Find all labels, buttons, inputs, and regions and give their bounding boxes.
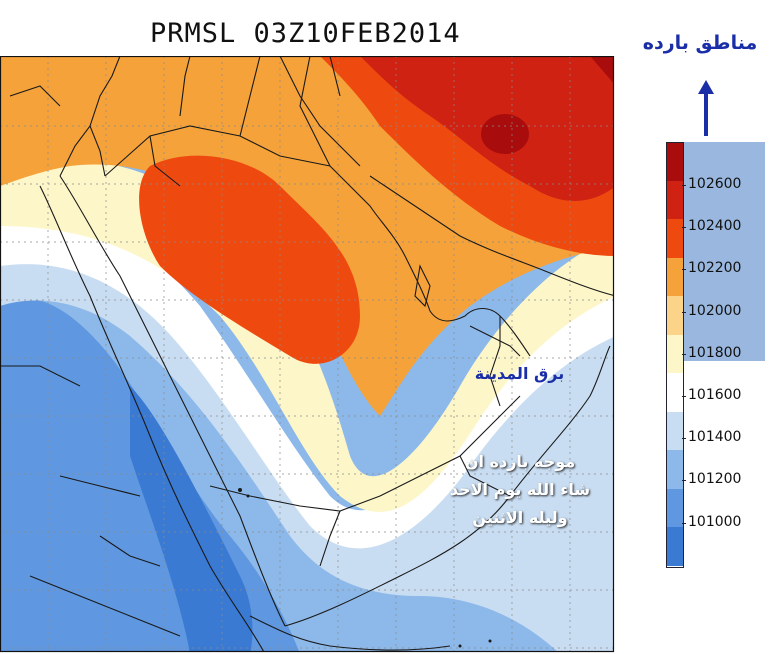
colorbar-swatch: [666, 527, 684, 566]
country-borders: [0, 56, 614, 652]
colorbar-tick-mark: [682, 185, 686, 186]
colorbar: [666, 142, 684, 566]
colorbar-tick-label: 101800: [688, 344, 742, 361]
pressure-band-102400: [139, 155, 360, 364]
colorbar-tick-label: 101600: [688, 387, 742, 403]
colorbar-swatch: [666, 334, 684, 374]
up-arrow-icon: [698, 80, 714, 136]
map-frame: [0, 56, 615, 653]
colorbar-swatch: [666, 142, 684, 181]
colorbar-swatch: [666, 257, 684, 297]
colorbar-tick-mark: [682, 269, 686, 271]
cold-wave-annotation-line1: موجه بارده ان: [464, 452, 576, 471]
pressure-band-101800: [0, 210, 614, 549]
colorbar-tick-mark: [682, 227, 686, 229]
colorbar-swatch: [666, 488, 684, 528]
colorbar-tick-mark: [682, 522, 686, 524]
colorbar-frame: [666, 142, 684, 568]
colorbar-tick-label: 102600: [688, 176, 742, 192]
colorbar-swatch: [666, 180, 684, 220]
colorbar-tick-label: 101400: [688, 429, 742, 446]
colorbar-tick-mark: [682, 311, 686, 313]
colorbar-highlight: [684, 142, 765, 361]
pressure-map: [0, 56, 615, 653]
colorbar-swatch: [666, 296, 684, 335]
colorbar-tick-label: 101200: [688, 471, 742, 488]
colorbar-tick-mark: [682, 438, 686, 440]
colorbar-swatch: [666, 373, 684, 412]
islands: [238, 488, 492, 648]
colorbar-swatch: [666, 450, 684, 489]
lat-lon-grid: [0, 56, 614, 652]
lightning-annotation: برق المدينة: [474, 364, 565, 383]
colorbar-tick-mark: [682, 396, 686, 397]
map-title: PRMSL 03Z10FEB2014: [150, 18, 461, 49]
colorbar-tick-mark: [682, 480, 686, 482]
colorbar-swatch: [666, 411, 684, 451]
colorbar-tick-label: 102000: [688, 302, 742, 319]
cold-areas-label: مناطق بارده: [642, 32, 758, 54]
colorbar-tick-mark: [682, 353, 686, 355]
pressure-high-center: [481, 114, 529, 154]
colorbar-tick-label: 102400: [688, 218, 742, 235]
cold-wave-annotation-line2: شاء الله يوم الاحد: [449, 480, 591, 499]
colorbar-tick-label: 101000: [688, 513, 742, 530]
colorbar-tick-label: 102200: [688, 260, 742, 277]
cold-wave-annotation-line3: وليله الاثنين: [472, 508, 568, 527]
colorbar-swatch: [666, 219, 684, 258]
pressure-band-101600: [0, 253, 614, 652]
